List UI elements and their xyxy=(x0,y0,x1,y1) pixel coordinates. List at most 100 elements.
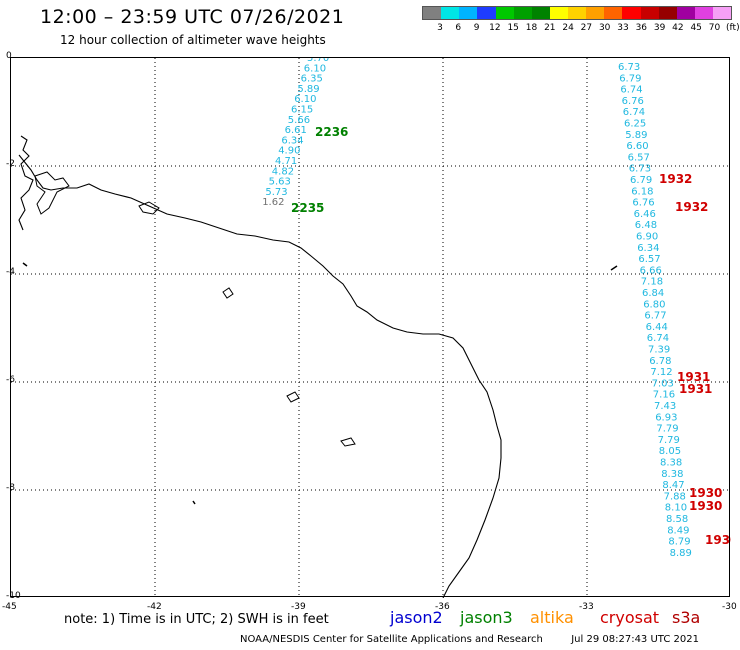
legend-label: 9 xyxy=(473,23,480,33)
wave-height-value: 8.05 xyxy=(659,446,681,457)
wave-height-value: 6.84 xyxy=(642,288,664,299)
legend-label: 39 xyxy=(653,23,666,33)
coast-small-1 xyxy=(22,262,28,267)
wave-height-value: 6.78 xyxy=(649,356,671,367)
wave-height-value: 8.47 xyxy=(662,480,684,491)
wave-height-value: 6.90 xyxy=(636,232,658,243)
wave-height-value: 7.18 xyxy=(641,277,663,288)
wave-height-value: 6.25 xyxy=(624,119,646,130)
wave-height-value: 8.58 xyxy=(666,514,688,525)
map-title: 12:00 – 23:59 UTC 07/26/2021 xyxy=(40,6,345,28)
wave-height-value: 7.03 xyxy=(652,378,674,389)
wave-height-value: 8.38 xyxy=(660,458,682,469)
legend-swatch-7 xyxy=(549,7,568,19)
wave-height-value: 6.73 xyxy=(618,62,640,73)
axis-label: -42 xyxy=(147,602,162,612)
footer-note: note: 1) Time is in UTC; 2) SWH is in fe… xyxy=(64,612,329,627)
wave-height-value: 6.34 xyxy=(637,243,659,254)
wave-height-value: 6.60 xyxy=(626,141,648,152)
footer-credit: NOAA/NESDIS Center for Satellite Applica… xyxy=(240,634,699,645)
orbit-time-label: 1931 xyxy=(677,370,710,384)
map-plot-area: 5.70 6.10 6.35 5.89 6.10 6.15 5.66 6.61 6.34 4.90… xyxy=(10,53,738,599)
wave-height-value: 6.57 xyxy=(628,152,650,163)
satellite-legend-item: jason2 xyxy=(390,608,443,627)
wave-height-value: 6.35 xyxy=(301,74,323,85)
wave-height-value: 6.57 xyxy=(638,254,660,265)
legend-label: 27 xyxy=(580,23,593,33)
legend-swatch-2 xyxy=(459,7,478,19)
wave-height-value: 7.79 xyxy=(658,435,680,446)
wave-height-value: 5.66 xyxy=(288,115,310,126)
legend-label: 18 xyxy=(525,23,538,33)
legend-swatch-14 xyxy=(676,7,695,19)
wave-height-value: 8.89 xyxy=(670,548,692,559)
legend-label: 15 xyxy=(507,23,519,33)
axis-label: -4 xyxy=(6,267,15,277)
wave-height-value: 5.89 xyxy=(297,84,319,95)
coastline xyxy=(18,135,618,599)
legend-swatch-1 xyxy=(441,7,460,19)
axis-label: 0 xyxy=(6,51,12,61)
legend-swatch-6 xyxy=(531,7,550,19)
wave-height-value: 6.61 xyxy=(285,125,307,136)
wave-height-value: 6.76 xyxy=(622,96,644,107)
legend-swatch-3 xyxy=(477,7,496,19)
credit-text: NOAA/NESDIS Center for Satellite Applica… xyxy=(240,634,543,645)
legend-label: 12 xyxy=(489,23,501,33)
wave-height-value: 6.10 xyxy=(304,63,326,74)
altimeter-track-left: 5.706.106.355.896.106.155.666.616.344.90… xyxy=(262,53,348,215)
legend-label: 45 xyxy=(690,23,702,33)
wave-height-value: 7.88 xyxy=(664,491,686,502)
legend-swatch-15 xyxy=(694,7,713,19)
axis-label: -30 xyxy=(722,602,737,612)
altimeter-track-right: 6.736.796.746.766.746.255.896.606.576.73… xyxy=(618,62,738,559)
satellite-legend-item: altika xyxy=(530,608,574,627)
wave-height-value: 8.38 xyxy=(661,469,683,480)
satellite-legend-item: jason3 xyxy=(460,608,513,627)
wave-height-value: 4.82 xyxy=(272,166,294,177)
wave-height-value: 1.62 xyxy=(262,197,284,208)
map-subtitle: 12 hour collection of altimeter wave hei… xyxy=(60,33,326,47)
wave-height-value: 6.76 xyxy=(632,198,654,209)
legend-label: 6 xyxy=(455,23,462,33)
island-marajo xyxy=(138,201,160,215)
legend-swatch-13 xyxy=(658,7,677,19)
wave-height-value: 6.73 xyxy=(629,164,651,175)
wave-height-value: 7.79 xyxy=(656,424,678,435)
map-canvas: 5.706.106.355.896.106.155.666.616.344.90… xyxy=(11,53,738,599)
wave-height-value: 6.79 xyxy=(630,175,652,186)
wave-height-value: 4.71 xyxy=(275,156,297,167)
legend-swatch-8 xyxy=(568,7,587,19)
wave-height-value: 7.43 xyxy=(654,401,676,412)
coast-delta xyxy=(34,171,70,215)
legend-label: 30 xyxy=(598,23,611,33)
axis-label: -36 xyxy=(435,602,450,612)
wave-height-value: 6.74 xyxy=(623,107,645,118)
legend-label: 70 xyxy=(708,23,721,33)
legend-label: 42 xyxy=(672,23,684,33)
lake-3 xyxy=(340,437,356,447)
wave-height-value: 6.10 xyxy=(294,94,316,105)
legend-swatch-5 xyxy=(513,7,532,19)
satellite-legend-item: cryosat xyxy=(600,608,660,627)
orbit-time-label: 1930 xyxy=(689,499,722,513)
wave-height-value: 8.10 xyxy=(665,503,687,514)
legend-label: 24 xyxy=(562,23,574,33)
legend-label: 3 xyxy=(437,23,443,33)
legend-label: 21 xyxy=(544,23,556,33)
wave-height-value: 5.73 xyxy=(265,187,287,198)
axis-label: -33 xyxy=(579,602,594,612)
axis-label: -45 xyxy=(2,602,17,612)
wave-height-value: 5.63 xyxy=(269,177,291,188)
axis-label: -6 xyxy=(6,375,15,385)
timestamp-text: Jul 29 08:27:43 UTC 2021 xyxy=(571,634,699,645)
wave-height-value: 6.80 xyxy=(643,299,665,310)
axis-label: -2 xyxy=(6,159,15,169)
coast-bay xyxy=(18,135,34,231)
wave-height-value: 6.18 xyxy=(631,186,653,197)
graticule-grid xyxy=(11,58,731,598)
orbit-time-label: 1930 xyxy=(705,533,731,547)
lake-1 xyxy=(222,287,234,299)
orbit-time-label: 1932 xyxy=(659,172,692,186)
wave-height-value: 6.66 xyxy=(640,265,662,276)
